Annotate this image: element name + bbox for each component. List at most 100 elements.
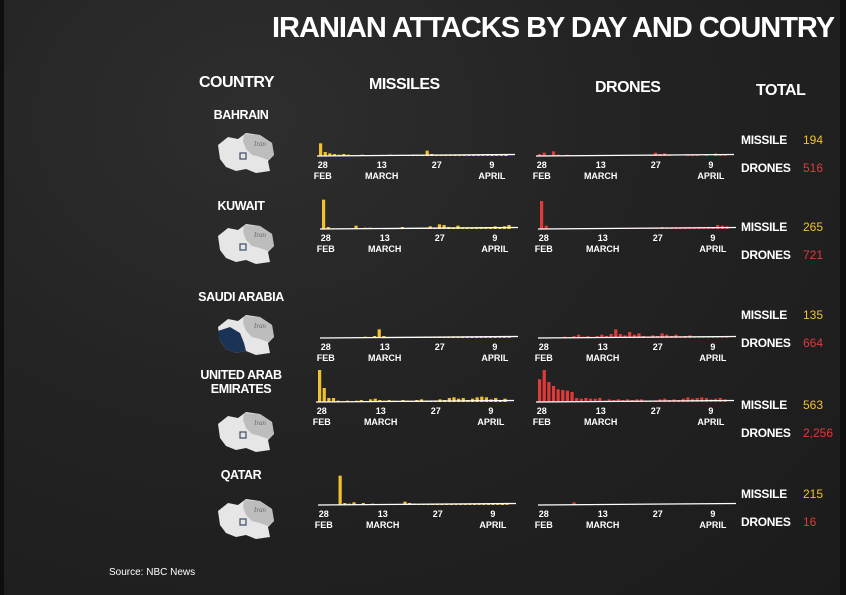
tick-label-month: APRIL bbox=[697, 171, 725, 181]
drones-bar bbox=[628, 332, 632, 338]
tick-label-month: MARCH bbox=[586, 244, 620, 254]
missile-total-label: MISSILE bbox=[741, 487, 787, 501]
missiles-bar bbox=[504, 154, 508, 156]
tick-label-day: 13 bbox=[596, 160, 606, 170]
drones-bar bbox=[669, 228, 673, 229]
drones-bar bbox=[609, 334, 613, 338]
missiles-bar bbox=[471, 155, 476, 156]
tick-label-day: 27 bbox=[435, 342, 445, 352]
drones-bar bbox=[692, 337, 697, 338]
missiles-bar bbox=[456, 337, 460, 338]
drones-bar bbox=[706, 228, 711, 229]
tick-label-day: 27 bbox=[651, 160, 661, 170]
gulf-map-icon: Iran bbox=[218, 499, 274, 539]
tick-label-month: MARCH bbox=[584, 171, 618, 181]
missiles-bar bbox=[479, 337, 483, 338]
tick-label-day: 9 bbox=[708, 406, 713, 416]
tick-label-day: 13 bbox=[598, 233, 608, 243]
missiles-bar bbox=[318, 370, 322, 402]
drones-bar bbox=[674, 228, 678, 229]
missiles-bar bbox=[328, 153, 332, 156]
missiles-bar bbox=[474, 337, 479, 338]
missile-total-label: MISSILE bbox=[741, 133, 787, 147]
missiles-bar bbox=[480, 396, 484, 402]
drones-total-label: DRONES bbox=[741, 161, 791, 175]
missiles-bar bbox=[319, 143, 323, 156]
drones-bar bbox=[716, 337, 720, 338]
drones-total-value: 664 bbox=[803, 336, 824, 350]
missiles-bar bbox=[458, 155, 462, 156]
drones-total-label: DRONES bbox=[741, 515, 791, 529]
missiles-bar bbox=[505, 504, 509, 505]
country-name: SAUDI ARABIA bbox=[198, 290, 284, 304]
missiles-bar bbox=[352, 502, 356, 505]
country-map: Iran bbox=[216, 497, 276, 541]
highlighted-country-shape bbox=[218, 327, 246, 353]
missiles-bar bbox=[470, 228, 474, 229]
drones-bar bbox=[679, 228, 683, 229]
drones-bar bbox=[572, 336, 576, 338]
drones-bar bbox=[637, 333, 641, 338]
drones-bar bbox=[663, 398, 667, 402]
missiles-bar bbox=[454, 504, 458, 505]
tick-label-day: 9 bbox=[492, 342, 497, 352]
gulf-map-icon: Iran bbox=[218, 224, 274, 264]
missiles-bar bbox=[461, 337, 465, 338]
tick-label-day: 28 bbox=[317, 406, 327, 416]
drones-bar bbox=[683, 228, 687, 229]
tick-label-day: 27 bbox=[653, 342, 663, 352]
tick-label-month: APRIL bbox=[699, 244, 727, 254]
missile-total-value: 194 bbox=[803, 133, 824, 147]
missiles-bar bbox=[452, 397, 456, 402]
drones-bar bbox=[697, 337, 701, 338]
missiles-bar bbox=[342, 154, 346, 156]
iran-shape bbox=[243, 134, 274, 160]
x-axis-line bbox=[315, 399, 515, 403]
tick-label-day: 27 bbox=[431, 406, 441, 416]
drones-bar bbox=[588, 398, 593, 402]
drones-bar bbox=[540, 201, 544, 229]
country-marker-icon bbox=[239, 243, 247, 251]
country-name: UNITED ARAB EMIRATES bbox=[200, 368, 282, 396]
drones-total-value: 721 bbox=[803, 248, 824, 262]
tick-label-day: 27 bbox=[653, 233, 663, 243]
tick-label-day: 27 bbox=[651, 406, 661, 416]
drones-bar bbox=[686, 155, 690, 156]
missiles-bar bbox=[322, 388, 326, 402]
missiles-bar bbox=[484, 337, 488, 338]
missiles-bar bbox=[502, 337, 506, 338]
missiles-bar bbox=[496, 504, 500, 505]
drones-bar bbox=[561, 390, 565, 402]
missile-total-label: MISSILE bbox=[741, 308, 787, 322]
iran-shape bbox=[243, 413, 274, 439]
tick-label-day: 27 bbox=[435, 233, 445, 243]
missiles-bar bbox=[451, 228, 455, 229]
drones-bar bbox=[618, 334, 622, 338]
missiles-bar bbox=[448, 155, 452, 156]
total-column-header: TOTAL bbox=[756, 82, 806, 99]
drones-bar bbox=[575, 398, 579, 402]
drones-bar bbox=[725, 337, 729, 338]
missiles-bar bbox=[437, 224, 442, 229]
missiles-bar bbox=[425, 150, 429, 156]
missiles-bar bbox=[470, 337, 474, 338]
tick-label-month: MARCH bbox=[586, 353, 620, 363]
tick-label-day: 28 bbox=[539, 509, 549, 519]
missiles-bar bbox=[326, 227, 330, 229]
left-frame-border bbox=[0, 0, 4, 595]
missiles-bar bbox=[481, 155, 485, 156]
drones-bar bbox=[547, 382, 551, 402]
drones-bar bbox=[542, 152, 546, 156]
missiles-bar bbox=[331, 398, 336, 402]
iran-map-label: Iran bbox=[253, 419, 267, 427]
tick-label-month: FEB bbox=[314, 171, 333, 181]
missile-total-value: 265 bbox=[803, 220, 824, 234]
missiles-bar bbox=[484, 228, 488, 229]
drones-bar bbox=[692, 228, 697, 229]
drones-bar bbox=[660, 333, 664, 338]
